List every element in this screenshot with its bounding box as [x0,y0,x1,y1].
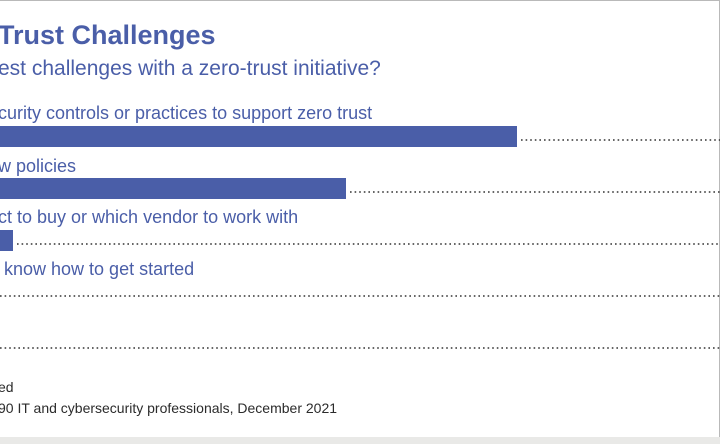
source-note-line-1: ed [0,379,14,395]
bar-label-4: know how to get started [4,259,195,279]
source-note-line-2: 90 IT and cybersecurity professionals, D… [0,400,338,416]
bar-label-3: ct to buy or which vendor to work with [0,207,299,227]
chart-subtitle: est challenges with a zero-trust initiat… [0,57,381,80]
bar-1 [0,126,517,147]
bar-label-2: w policies [0,156,77,176]
bar-2 [0,178,346,199]
bar-label-1: curity controls or practices to support … [0,103,373,123]
bar-3 [0,230,13,251]
chart-title: Trust Challenges [0,20,216,50]
